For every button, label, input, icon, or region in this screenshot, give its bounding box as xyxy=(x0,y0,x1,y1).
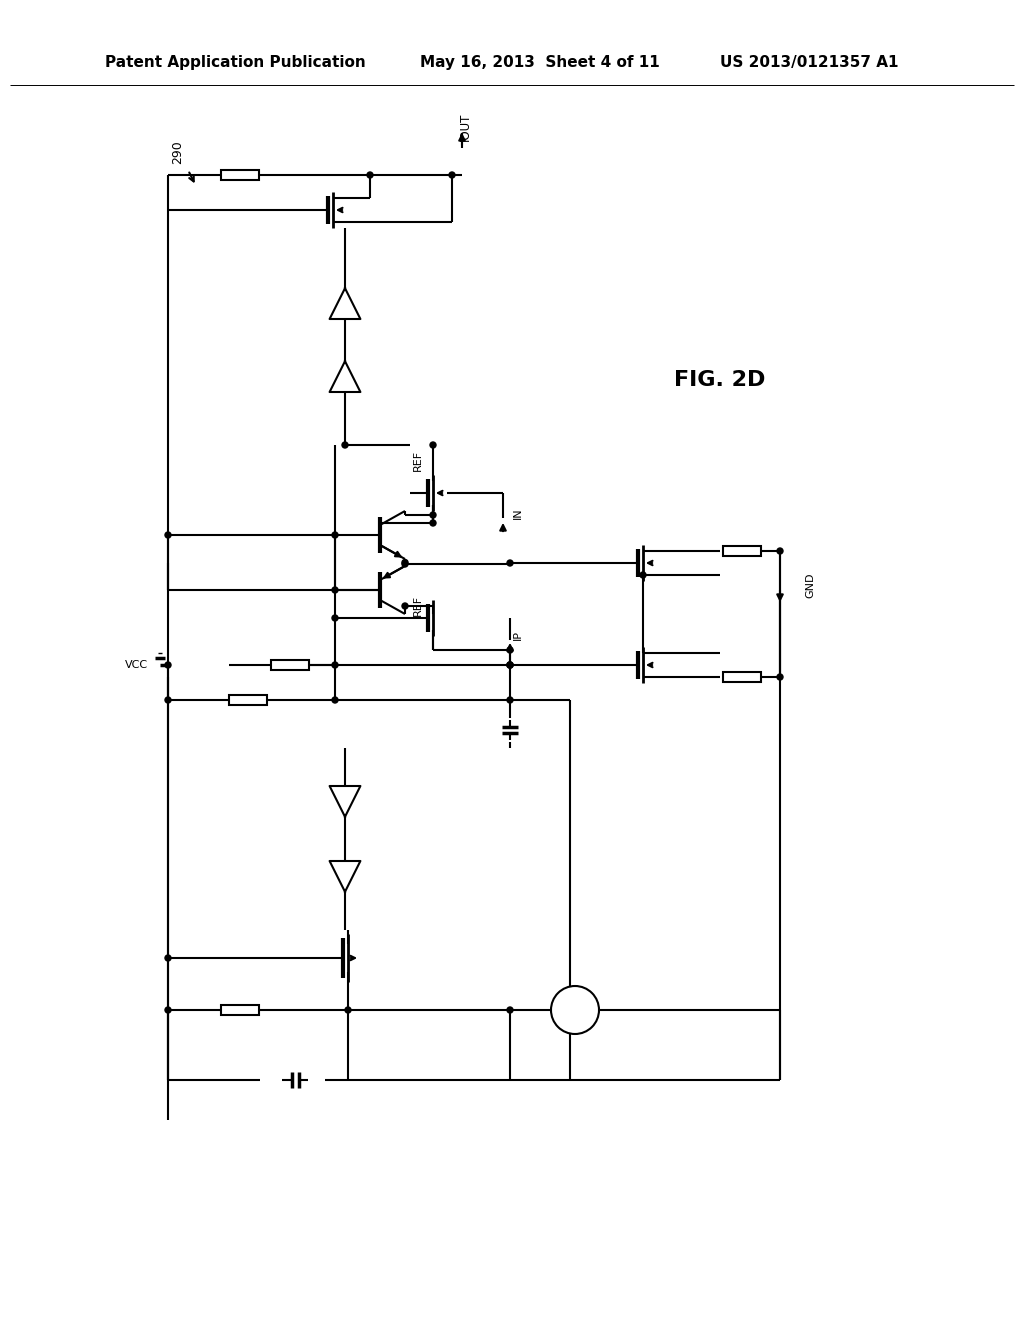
Text: VCC: VCC xyxy=(125,660,148,671)
Circle shape xyxy=(640,572,646,578)
Circle shape xyxy=(165,954,171,961)
Circle shape xyxy=(165,1007,171,1012)
Circle shape xyxy=(430,512,436,517)
Circle shape xyxy=(332,663,338,668)
Circle shape xyxy=(777,675,783,680)
Circle shape xyxy=(402,560,408,565)
Circle shape xyxy=(430,520,436,525)
Text: REF: REF xyxy=(413,594,423,615)
Bar xyxy=(271,660,309,671)
Circle shape xyxy=(507,1007,513,1012)
Circle shape xyxy=(165,663,171,668)
Circle shape xyxy=(507,647,513,653)
Text: FIG. 2D: FIG. 2D xyxy=(675,370,766,389)
Bar xyxy=(723,672,761,682)
Circle shape xyxy=(332,532,338,539)
Bar xyxy=(221,1005,259,1015)
Circle shape xyxy=(402,561,408,568)
Circle shape xyxy=(430,442,436,447)
Text: IP: IP xyxy=(513,630,523,640)
Circle shape xyxy=(777,548,783,554)
Circle shape xyxy=(332,615,338,620)
Text: US 2013/0121357 A1: US 2013/0121357 A1 xyxy=(720,55,898,70)
Circle shape xyxy=(507,663,513,668)
Text: Patent Application Publication: Patent Application Publication xyxy=(105,55,366,70)
Circle shape xyxy=(332,587,338,593)
Circle shape xyxy=(165,697,171,704)
Text: GND: GND xyxy=(805,573,815,598)
Circle shape xyxy=(402,603,408,609)
Text: May 16, 2013  Sheet 4 of 11: May 16, 2013 Sheet 4 of 11 xyxy=(420,55,659,70)
Circle shape xyxy=(551,986,599,1034)
Circle shape xyxy=(449,172,455,178)
Bar xyxy=(723,546,761,556)
Circle shape xyxy=(342,442,348,447)
Bar xyxy=(229,696,267,705)
Circle shape xyxy=(507,697,513,704)
Circle shape xyxy=(332,697,338,704)
Text: IN: IN xyxy=(513,507,523,519)
Circle shape xyxy=(367,172,373,178)
Circle shape xyxy=(507,663,513,668)
Bar xyxy=(221,170,259,180)
Text: REF: REF xyxy=(413,449,423,470)
Circle shape xyxy=(345,1007,351,1012)
Text: 290: 290 xyxy=(171,140,184,164)
Text: IOUT: IOUT xyxy=(459,112,471,141)
Circle shape xyxy=(165,532,171,539)
Circle shape xyxy=(507,560,513,566)
Circle shape xyxy=(507,663,513,668)
